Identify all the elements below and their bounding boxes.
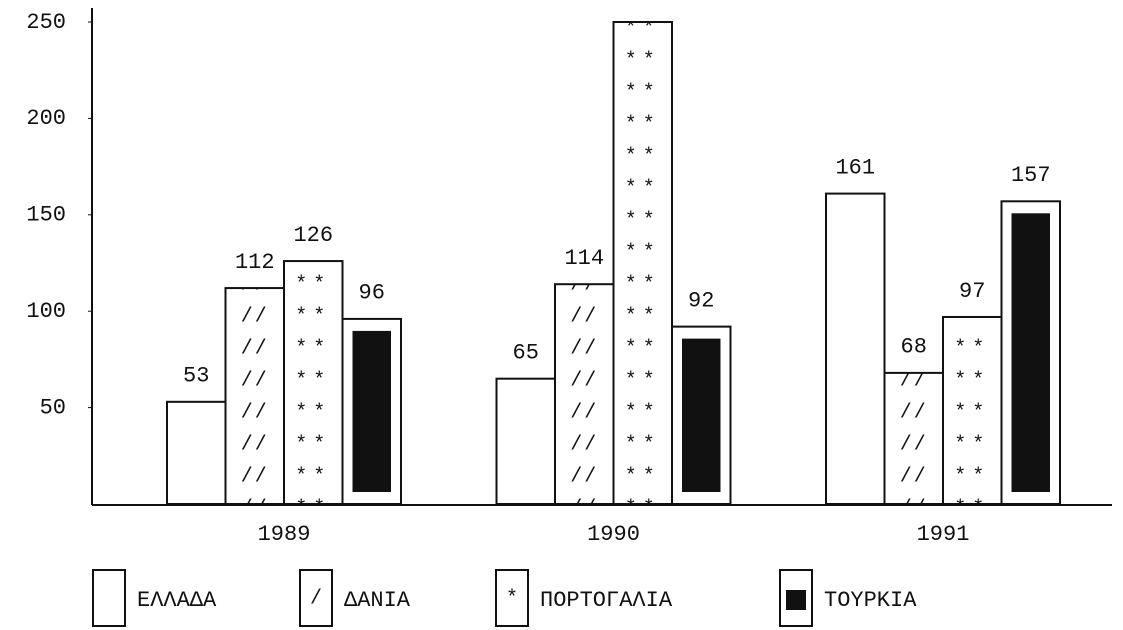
x-tick-label: 1989 xyxy=(258,522,311,547)
data-label: 53 xyxy=(183,364,209,389)
data-label: 126 xyxy=(293,223,333,248)
data-label: 114 xyxy=(564,246,604,271)
x-tick-label: 1991 xyxy=(917,522,970,547)
data-label: 65 xyxy=(513,340,539,365)
data-label: 112 xyxy=(235,250,275,275)
data-label: 96 xyxy=(359,281,385,306)
bar xyxy=(224,287,285,505)
data-label: 161 xyxy=(835,155,875,180)
y-tick-label: 50 xyxy=(40,395,66,420)
bar-fill xyxy=(682,338,721,492)
data-label: 157 xyxy=(1011,163,1051,188)
bar xyxy=(554,283,615,506)
bar xyxy=(166,400,227,506)
bar xyxy=(495,377,556,505)
x-tick-label: 1990 xyxy=(587,522,640,547)
legend-label: ΤΟΥΡΚΙΑ xyxy=(824,588,917,613)
bar xyxy=(825,192,886,505)
data-label: 92 xyxy=(688,288,714,313)
legend-swatch xyxy=(92,569,126,627)
y-tick-label: 200 xyxy=(26,106,66,131)
bar-fill xyxy=(352,330,391,492)
legend-symbol xyxy=(786,590,806,610)
legend-symbol: * xyxy=(506,587,518,610)
bar-fill xyxy=(1011,213,1050,492)
data-label: 97 xyxy=(959,279,985,304)
bar xyxy=(612,21,673,505)
legend-label: ΕΛΛΑΔΑ xyxy=(137,588,217,613)
legend-symbol: / xyxy=(310,587,322,610)
legend-label: ΠΟΡΤΟΓΑΛΙΑ xyxy=(540,588,673,613)
bar xyxy=(883,371,944,505)
legend-swatch xyxy=(495,569,529,627)
bar xyxy=(942,315,1003,506)
legend-label: ΔΑΝΙΑ xyxy=(344,588,411,613)
legend-swatch xyxy=(299,569,333,627)
y-tick-label: 250 xyxy=(26,10,66,35)
bar xyxy=(283,260,344,505)
y-tick-label: 150 xyxy=(26,203,66,228)
y-tick-label: 100 xyxy=(26,299,66,324)
data-label: 68 xyxy=(901,335,927,360)
